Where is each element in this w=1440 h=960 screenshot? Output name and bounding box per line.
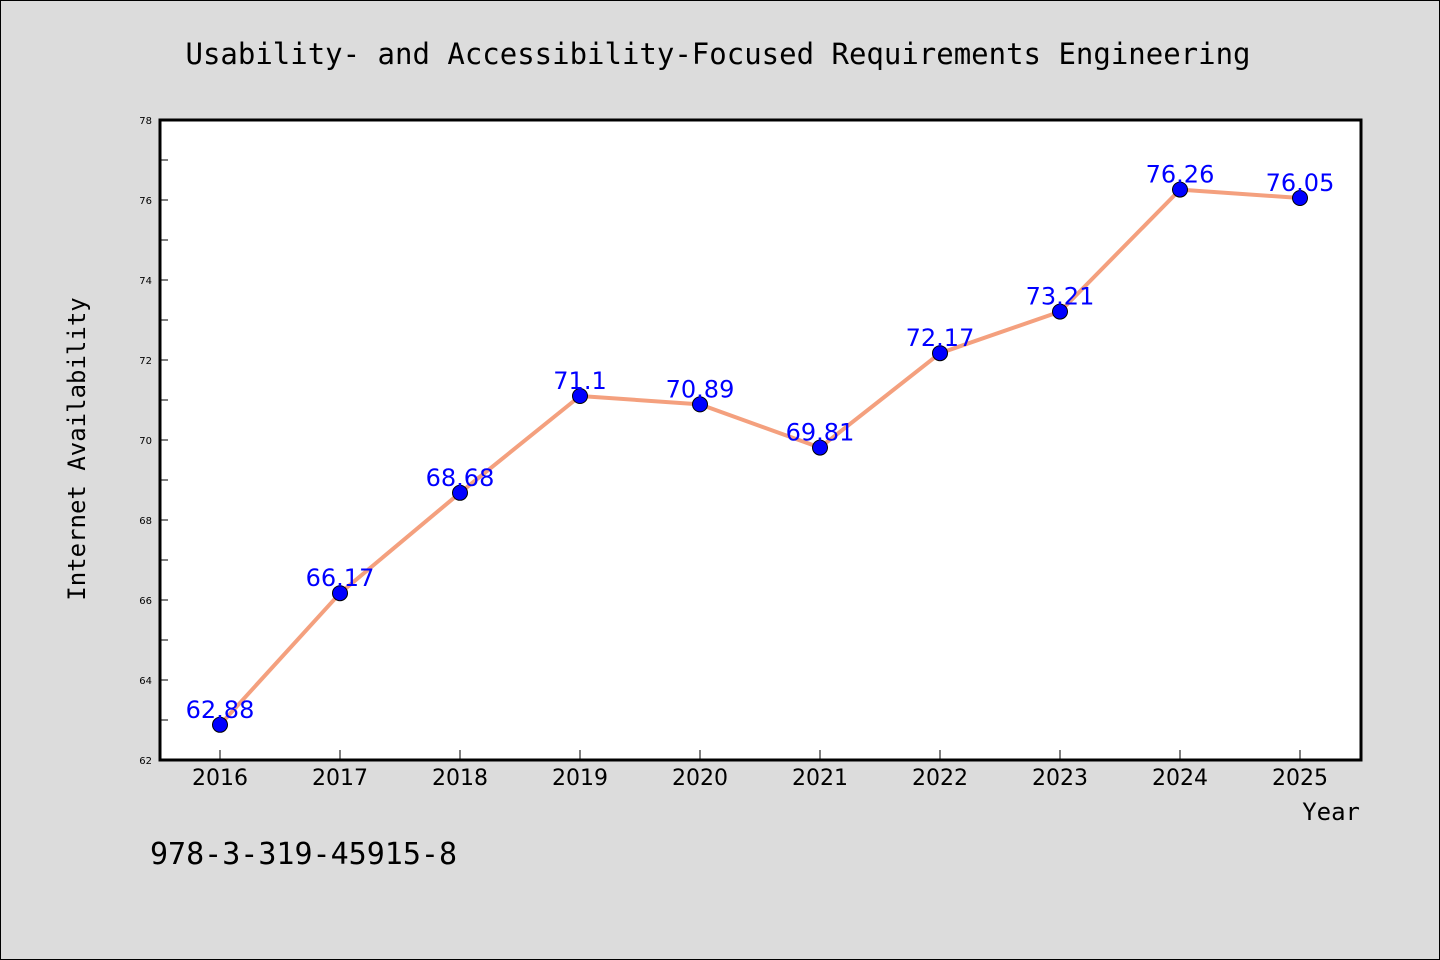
x-tick-label: 2018 [432,766,488,791]
data-point [1052,303,1068,320]
x-tick-label: 2024 [1152,766,1208,791]
x-tick-label: 2016 [192,766,248,791]
data-label: 72.17 [906,324,975,352]
data-label: 69.81 [786,419,855,447]
y-tick-label: 74 [139,276,152,287]
y-tick-label: 78 [139,116,152,127]
data-point [332,585,348,602]
data-point [212,716,228,733]
isbn-footer: 978-3-319-45915-8 [150,837,457,872]
data-label: 71.1 [553,367,606,395]
x-tick-label: 2023 [1032,766,1088,791]
data-point [812,439,828,456]
data-label: 73.21 [1026,283,1095,311]
data-label: 66.17 [306,564,375,592]
y-tick-label: 76 [139,196,152,207]
y-tick-label: 64 [139,676,152,687]
data-point [1292,190,1308,206]
plot-area [158,118,1363,762]
data-point [572,388,588,404]
data-label: 62.88 [186,696,255,724]
x-tick-label: 2025 [1272,766,1328,791]
data-point [1172,181,1188,198]
data-points [212,181,1308,733]
data-label: 76.05 [1266,169,1335,197]
y-axis: 62 64 66 68 70 72 74 76 78 [139,116,168,767]
data-label: 70.89 [666,375,735,403]
x-tick-label: 2019 [552,766,608,791]
chart-title: Usability- and Accessibility-Focused Req… [185,37,1250,71]
x-tick-label: 2020 [672,766,728,791]
x-axis: 2016 2017 2018 2019 2020 2021 2022 2023 2024 2025 [192,750,1328,791]
y-tick-label: 68 [139,516,152,527]
data-label: 76.26 [1146,161,1215,189]
y-axis-title: Internet Availability [63,297,91,600]
x-tick-label: 2022 [912,766,968,791]
data-point [932,345,948,362]
y-tick-label: 62 [139,756,152,767]
x-tick-label: 2021 [792,766,848,791]
y-tick-label: 72 [139,356,152,367]
data-point [452,484,468,501]
x-tick-label: 2017 [312,766,368,791]
x-axis-title: Year [1302,798,1360,826]
y-tick-label: 66 [139,596,152,607]
series-line [218,187,1301,727]
y-tick-label: 70 [139,436,152,447]
data-labels: 62.88 66.17 68.68 71.1 70.89 69.81 72.17 73.21 7… [186,161,1335,724]
data-point [692,396,708,413]
data-label: 68.68 [426,464,495,492]
